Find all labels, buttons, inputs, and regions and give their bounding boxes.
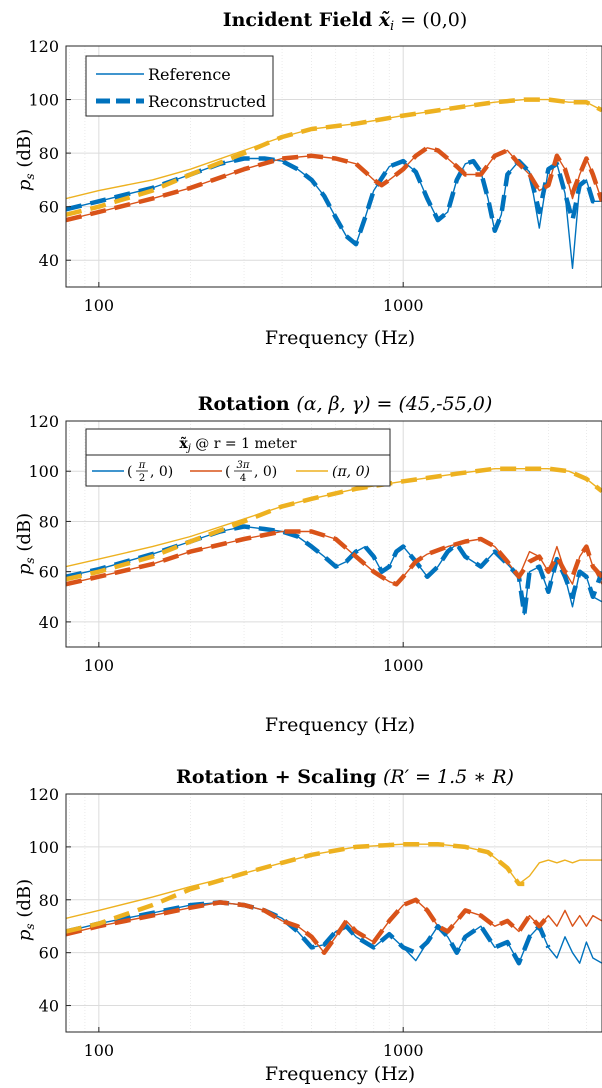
legend-entry: Reference: [148, 65, 231, 84]
y-tick-label: 120: [28, 785, 59, 804]
x-tick-label: 100: [84, 296, 115, 315]
y-tick-label: 60: [39, 198, 59, 217]
series-dashed-line-5: [66, 97, 602, 217]
x-tick-label: 1000: [383, 1041, 424, 1060]
y-tick-label: 40: [39, 997, 59, 1016]
y-axis-label: ps (dB): [14, 513, 37, 575]
grid: [66, 793, 602, 1032]
y-tick-label: 40: [39, 613, 59, 632]
legend-entry: (π, 0): [332, 464, 370, 480]
legend-header-sub: j: [186, 443, 191, 454]
legend-frac-den: 2: [139, 473, 145, 484]
panel-rotation: Rotation (α, β, γ) = (45,-55,0) 100 1000 4…: [14, 393, 602, 736]
y-tick-label: 60: [39, 944, 59, 963]
x-axis-label: Frequency (Hz): [265, 327, 415, 349]
y-tick-label: 40: [39, 251, 59, 270]
y-tick-label: 100: [28, 91, 59, 110]
legend-header: x̃j @ r = 1 meter: [179, 435, 297, 454]
y-tick-label: 100: [28, 838, 59, 857]
legend: x̃j @ r = 1 meter ( π 2 , 0) ( 3π 4 , 0)…: [85, 428, 391, 487]
panel-rotation-scaling: Rotation + Scaling (R′ = 1.5 ∗ R) 100 100…: [14, 766, 602, 1085]
legend-entry-rest: , 0): [150, 464, 173, 480]
panel-title: Incident Field x̃i = (0,0): [223, 9, 468, 34]
legend-entry: Reconstructed: [148, 92, 266, 111]
series-group: [66, 466, 602, 617]
title-math: (R′ = 1.5 ∗ R): [383, 766, 514, 788]
y-tick-label: 120: [28, 412, 59, 431]
x-tick-label: 100: [84, 656, 115, 675]
series-dashed-line-4: [66, 529, 602, 587]
series-dashed-line-4: [66, 145, 602, 223]
y-tick-label: 60: [39, 563, 59, 582]
title-math: x̃: [378, 9, 391, 31]
legend-header-rest: @ r = 1 meter: [191, 436, 297, 452]
series-dashed-line-3: [66, 156, 602, 247]
legend-header-math: x̃: [179, 435, 188, 452]
y-tick-label: 100: [28, 462, 59, 481]
y-axis-label: ps (dB): [14, 129, 37, 191]
series-group: [66, 97, 602, 269]
y-label-unit: (dB): [14, 513, 35, 558]
y-label-unit: (dB): [14, 129, 35, 174]
y-label-p: p: [14, 929, 35, 941]
series-line-0: [66, 901, 602, 964]
legend-frac-num: 3π: [237, 460, 250, 471]
legend-entry: (: [127, 464, 132, 480]
y-tick-label: 80: [39, 144, 59, 163]
y-tick-label: 80: [39, 512, 59, 531]
x-tick-label: 1000: [383, 656, 424, 675]
axes-box: [65, 793, 602, 1033]
y-tick-label: 120: [28, 37, 59, 56]
title-math: (α, β, γ) = (45,-55,0): [296, 393, 492, 415]
x-axis-label: Frequency (Hz): [265, 714, 415, 736]
legend-frac-num: π: [138, 460, 146, 471]
y-label-p: p: [14, 563, 35, 575]
title-bold: Rotation: [198, 393, 297, 415]
y-label-unit: (dB): [14, 879, 35, 924]
panel-incident-field: Incident Field x̃i = (0,0) 100 1000 40 60 80…: [14, 9, 602, 349]
series-line-0: [66, 157, 602, 269]
title-bold: Incident Field: [223, 9, 379, 31]
panel-title: Rotation + Scaling (R′ = 1.5 ∗ R): [176, 766, 514, 788]
y-label-p: p: [14, 179, 35, 191]
panel-title: Rotation (α, β, γ) = (45,-55,0): [198, 393, 493, 415]
series-dashed-line-4: [66, 897, 551, 955]
legend-entry: (: [225, 464, 230, 480]
series-dashed-line-5: [66, 841, 525, 934]
y-axis-label: ps (dB): [14, 879, 37, 941]
axes-box: [65, 45, 602, 288]
y-label-sub: s: [23, 923, 37, 929]
axes-box: [65, 420, 602, 648]
y-label-sub: s: [23, 173, 37, 179]
y-tick-label: 80: [39, 891, 59, 910]
x-axis-label: Frequency (Hz): [265, 1063, 415, 1085]
title-bold: Rotation + Scaling: [176, 766, 383, 788]
y-label-sub: s: [23, 557, 37, 563]
title-rest: = (0,0): [394, 9, 467, 31]
title-sub: i: [390, 19, 394, 34]
series-group: [66, 841, 602, 966]
legend: Reference Reconstructed: [85, 55, 274, 117]
legend-entry-rest: , 0): [254, 464, 277, 480]
x-tick-label: 100: [84, 1041, 115, 1060]
legend-frac-den: 4: [240, 473, 246, 484]
x-tick-label: 1000: [383, 296, 424, 315]
